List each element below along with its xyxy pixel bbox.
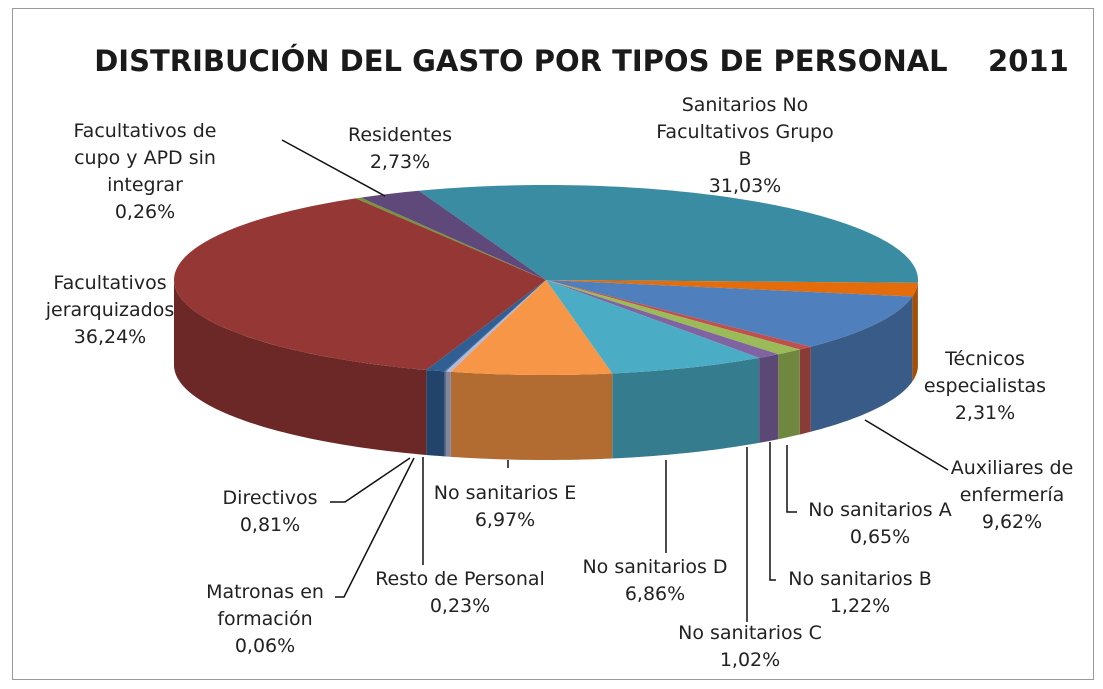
label-text: No sanitarios C bbox=[678, 622, 822, 644]
leader-line bbox=[786, 445, 797, 513]
label-text: 0,23% bbox=[429, 595, 491, 617]
slice-side bbox=[778, 349, 800, 440]
slice bbox=[444, 280, 546, 372]
label-text: 0,65% bbox=[849, 526, 911, 548]
slice-side bbox=[426, 369, 445, 457]
slice-side bbox=[174, 280, 427, 455]
label-text: Residentes bbox=[347, 124, 453, 146]
slice-side bbox=[450, 371, 613, 460]
slice bbox=[445, 280, 546, 372]
slice bbox=[546, 280, 779, 358]
data-label: Directivos 0,81% bbox=[200, 485, 340, 539]
slice bbox=[360, 190, 546, 280]
label-text: 6,86% bbox=[624, 583, 686, 605]
leader-line bbox=[335, 457, 415, 598]
data-label: Facultativos jerarquizados 36,24% bbox=[35, 270, 185, 351]
data-label: Matronas en formación 0,06% bbox=[190, 579, 340, 660]
data-label: No sanitarios B 1,22% bbox=[770, 566, 950, 620]
data-label: Técnicos especialistas 2,31% bbox=[920, 346, 1050, 427]
slice bbox=[546, 280, 918, 297]
label-text: 1,22% bbox=[829, 595, 891, 617]
leader-line bbox=[769, 442, 776, 581]
slice bbox=[174, 198, 546, 370]
slice-side bbox=[912, 282, 918, 382]
slice bbox=[426, 280, 546, 372]
label-text: 0,81% bbox=[239, 514, 301, 536]
slice-side bbox=[445, 371, 451, 457]
data-label: Auxiliares de enfermería 9,62% bbox=[942, 455, 1082, 536]
label-text: 2,31% bbox=[954, 402, 1016, 424]
data-label: No sanitarios A 0,65% bbox=[790, 497, 970, 551]
label-text: 9,62% bbox=[981, 511, 1043, 533]
label-text: 36,24% bbox=[73, 326, 147, 348]
data-label: Sanitarios No Facultativos Grupo B 31,03% bbox=[650, 92, 840, 200]
slice bbox=[418, 185, 918, 283]
label-text: No sanitarios B bbox=[788, 568, 932, 590]
slice-side bbox=[799, 346, 811, 435]
label-text: 0,26% bbox=[114, 201, 176, 223]
label-text: No sanitarios D bbox=[582, 556, 728, 578]
slice bbox=[450, 280, 613, 375]
data-label: Residentes 2,73% bbox=[330, 122, 470, 176]
label-text: 31,03% bbox=[708, 175, 782, 197]
label-text: Directivos bbox=[222, 487, 318, 509]
label-text: Sanitarios No Facultativos Grupo B bbox=[656, 94, 834, 170]
data-label: Resto de Personal 0,23% bbox=[365, 566, 555, 620]
label-text: Facultativos jerarquizados bbox=[45, 272, 175, 321]
label-text: Técnicos especialistas bbox=[923, 348, 1047, 397]
label-text: No sanitarios E bbox=[433, 482, 577, 504]
slice-side bbox=[612, 357, 760, 459]
leader-line bbox=[281, 139, 386, 197]
slice bbox=[355, 197, 546, 280]
slice-side bbox=[810, 296, 913, 432]
data-label: No sanitarios D 6,86% bbox=[565, 554, 745, 608]
data-label: Facultativos de cupo y APD sin integrar 0… bbox=[55, 118, 235, 226]
slice bbox=[546, 280, 811, 350]
label-text: Auxiliares de enfermería bbox=[950, 457, 1074, 506]
leader-line bbox=[864, 419, 949, 471]
chart-title: DISTRIBUCIÓN DEL GASTO POR TIPOS DE PERS… bbox=[94, 44, 1069, 78]
slice bbox=[546, 280, 913, 347]
label-text: Matronas en formación bbox=[206, 581, 324, 630]
slice-side bbox=[759, 354, 779, 443]
data-label: No sanitarios E 6,97% bbox=[415, 480, 595, 534]
slice bbox=[546, 280, 760, 374]
leader-line bbox=[330, 457, 411, 503]
label-text: Facultativos de cupo y APD sin integrar bbox=[73, 120, 217, 196]
label-text: 2,73% bbox=[369, 151, 431, 173]
label-text: 1,02% bbox=[719, 649, 781, 671]
label-text: No sanitarios A bbox=[808, 499, 952, 521]
slice-side bbox=[444, 371, 446, 457]
chart-frame bbox=[12, 8, 1094, 680]
label-text: 6,97% bbox=[474, 509, 536, 531]
label-text: 0,06% bbox=[234, 635, 296, 657]
label-text: Resto de Personal bbox=[375, 568, 545, 590]
slice bbox=[546, 280, 800, 355]
data-label: No sanitarios C 1,02% bbox=[655, 620, 845, 674]
